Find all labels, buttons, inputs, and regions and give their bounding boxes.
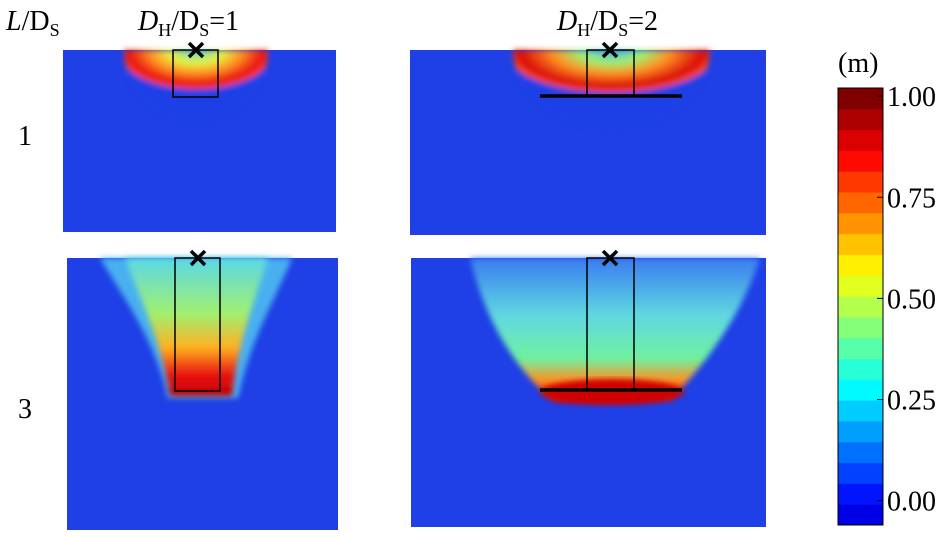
colorbar-tick-label: 1.00: [887, 82, 936, 113]
colorbar-band: [838, 108, 883, 131]
colorbar-tick-label: 0.50: [887, 284, 936, 315]
colorbar-tick-label: 0.25: [887, 386, 936, 417]
colorbar-band: [838, 192, 883, 214]
colorbar-band: [838, 171, 883, 193]
colorbar-band: [838, 150, 883, 172]
colorbar-band: [838, 400, 883, 422]
colorbar-band: [838, 129, 883, 151]
colorbar-band: [838, 88, 883, 110]
colorbar-tick-label: 0.75: [887, 183, 936, 214]
colorbar-band: [838, 379, 883, 401]
colorbar-band: [838, 233, 883, 255]
colorbar-band: [838, 462, 883, 484]
colorbar-band: [838, 337, 883, 360]
svg-text:L/DS: L/DS: [5, 6, 60, 40]
colorbar-band: [838, 316, 883, 339]
colorbar-band: [838, 483, 883, 505]
colorbar-band: [838, 358, 883, 380]
panel: [410, 41, 766, 235]
colorbar-band: [838, 212, 883, 235]
colorbar-band: [838, 296, 883, 318]
colorbar-tick-label: 0.00: [887, 487, 936, 518]
colorbar: 1.00 0.75 0.50 0.25 0.00: [837, 82, 936, 526]
row-label: 3: [18, 394, 32, 425]
column-label: DH/DS=1: [137, 6, 239, 40]
column-label: DH/DS=2: [556, 6, 658, 40]
row-label: 1: [18, 121, 32, 152]
colorbar-band: [838, 254, 883, 276]
colorbar-frame: [837, 87, 884, 526]
colorbar-band: [838, 441, 883, 464]
panel: [63, 41, 336, 232]
row-header: L/DS: [5, 6, 60, 40]
colorbar-band: [838, 420, 883, 443]
colorbar-unit: (m): [838, 48, 878, 79]
colorbar-band: [838, 275, 883, 297]
panel: [411, 249, 766, 527]
colorbar-band: [838, 504, 883, 526]
panel: [67, 249, 338, 530]
